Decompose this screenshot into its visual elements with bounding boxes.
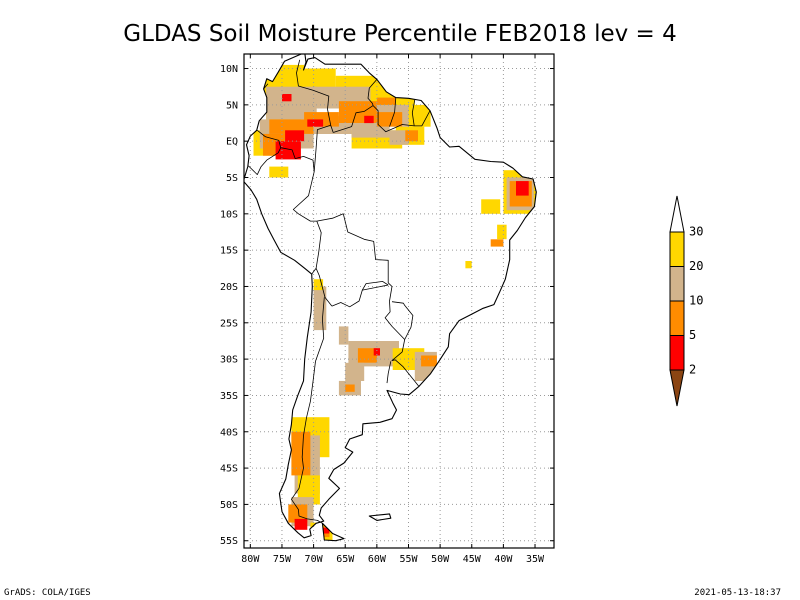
country-border bbox=[331, 281, 389, 308]
shading-cell bbox=[291, 431, 311, 476]
shading-cell bbox=[345, 362, 365, 381]
lat-tick-label: 30S bbox=[220, 355, 238, 366]
colorbar-label: 2 bbox=[689, 363, 696, 377]
lat-tick-label: 15S bbox=[220, 246, 238, 257]
map-title: GLDAS Soil Moisture Percentile FEB2018 l… bbox=[123, 21, 677, 47]
shading-cell bbox=[376, 112, 403, 127]
lon-tick-label: 35W bbox=[526, 554, 545, 565]
lon-tick-label: 50W bbox=[431, 554, 450, 565]
coastline-falklands bbox=[368, 513, 392, 521]
colorbar-label: 30 bbox=[689, 225, 703, 239]
country-border bbox=[372, 105, 431, 133]
lat-tick-label: 10N bbox=[220, 64, 238, 75]
shading-cell bbox=[288, 504, 308, 523]
shading-cell bbox=[307, 119, 324, 127]
country-border bbox=[263, 83, 269, 90]
country-border bbox=[316, 213, 393, 287]
shading-cell bbox=[481, 199, 501, 214]
country-border bbox=[411, 99, 416, 126]
lat-tick-label: 5N bbox=[226, 100, 238, 111]
shading-cell bbox=[300, 68, 336, 91]
coastlines bbox=[244, 54, 537, 542]
colorbar-swatch bbox=[669, 266, 685, 302]
colorbar-legend: 30 20 10 5 2 bbox=[669, 195, 703, 407]
country-border bbox=[257, 129, 315, 172]
footer-right: 2021-05-13-18:37 bbox=[694, 588, 781, 598]
lat-tick-label: 40S bbox=[220, 427, 238, 438]
footer-left: GrADS: COLA/IGES bbox=[4, 588, 91, 598]
country-border bbox=[292, 171, 317, 222]
shading-cell bbox=[313, 286, 327, 331]
shading-cell bbox=[376, 97, 396, 105]
shading-cell bbox=[465, 261, 472, 269]
map-frame bbox=[243, 53, 555, 549]
colorbar-swatch bbox=[669, 300, 685, 336]
colorbar-label: 10 bbox=[689, 294, 703, 308]
lat-tick-label: EQ bbox=[226, 137, 238, 148]
lon-tick-label: 80W bbox=[241, 554, 260, 565]
shading-cell bbox=[319, 527, 330, 534]
colorbar-swatch bbox=[669, 231, 685, 267]
country-border bbox=[313, 124, 331, 172]
colorbar-label: 20 bbox=[689, 259, 703, 273]
shading-cell bbox=[389, 130, 409, 145]
country-border bbox=[291, 297, 325, 524]
lat-tick-label: 35S bbox=[220, 391, 238, 402]
shading-cell bbox=[269, 166, 289, 178]
shading-cell bbox=[313, 279, 324, 291]
shading-cell bbox=[282, 94, 292, 102]
shading-cell bbox=[338, 326, 349, 345]
shading-cell bbox=[373, 348, 380, 356]
lat-tick-label: 10S bbox=[220, 209, 238, 220]
lat-tick-label: 45S bbox=[220, 464, 238, 475]
country-border bbox=[362, 284, 389, 291]
lon-tick-label: 70W bbox=[305, 554, 324, 565]
soil-moisture-shading bbox=[253, 64, 537, 541]
shading-cell bbox=[285, 130, 305, 142]
shading-cell bbox=[345, 384, 355, 392]
shading-cell bbox=[516, 181, 529, 196]
shading-cell bbox=[269, 119, 314, 134]
colorbar-swatch bbox=[669, 335, 685, 371]
colorbar-bottom-arrow bbox=[669, 369, 685, 407]
lat-tick-label: 55S bbox=[220, 536, 238, 547]
country-border bbox=[311, 220, 322, 275]
country-border bbox=[248, 147, 282, 175]
country-border bbox=[296, 59, 334, 133]
lon-tick-label: 75W bbox=[273, 554, 292, 565]
lon-tick-label: 40W bbox=[494, 554, 513, 565]
lat-tick-label: 25S bbox=[220, 318, 238, 329]
lat-tick-label: 5S bbox=[226, 173, 238, 184]
country-border bbox=[389, 97, 397, 127]
shading-cell bbox=[405, 130, 418, 142]
shading-cell bbox=[408, 104, 431, 127]
lon-tick-label: 65W bbox=[336, 554, 355, 565]
lat-tick-label: 50S bbox=[220, 500, 238, 511]
shading-cell bbox=[364, 115, 374, 124]
shading-cell bbox=[490, 239, 504, 247]
lat-tick-label: 20S bbox=[220, 282, 238, 293]
country-borders bbox=[248, 59, 431, 524]
lon-tick-label: 55W bbox=[399, 554, 418, 565]
colorbar-label: 5 bbox=[689, 328, 696, 342]
country-border bbox=[386, 361, 392, 384]
latitude-tick-labels: 10N 5N EQ 5S 10S 15S 20S 25S 30S 35S 40S 45S 50S 55S bbox=[220, 64, 554, 547]
country-border bbox=[315, 268, 333, 307]
lon-tick-label: 60W bbox=[368, 554, 387, 565]
shading-cell bbox=[497, 224, 507, 240]
country-border bbox=[391, 339, 419, 387]
lon-tick-label: 45W bbox=[463, 554, 482, 565]
coastline-south-america bbox=[244, 54, 537, 539]
shading-cell bbox=[421, 355, 437, 367]
coastline-tierra-del-fuego bbox=[321, 522, 345, 542]
shading-cell bbox=[294, 518, 308, 530]
colorbar-top-arrow bbox=[669, 195, 685, 233]
longitude-tick-labels: 80W 75W 70W 65W 60W 55W 50W 45W 40W 35W bbox=[241, 54, 545, 565]
